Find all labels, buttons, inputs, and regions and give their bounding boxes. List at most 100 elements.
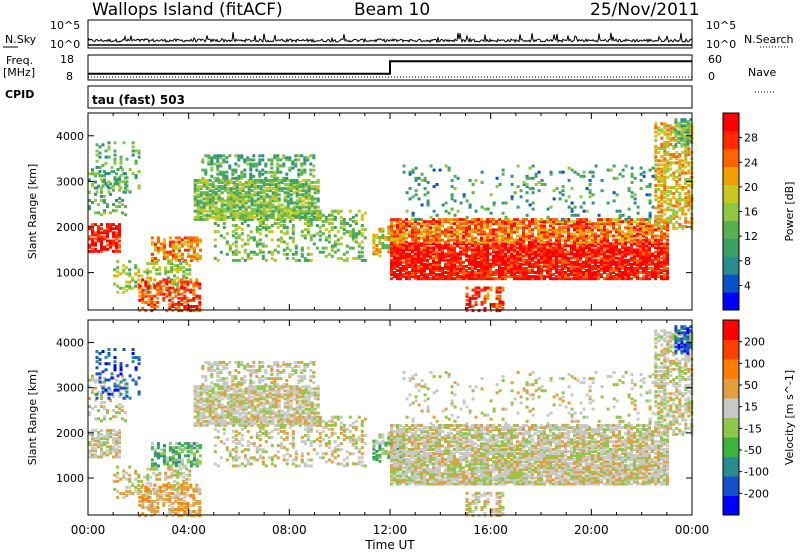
power-cell <box>402 170 406 174</box>
power-cell <box>507 246 510 250</box>
power-cell <box>246 158 250 162</box>
power-cell <box>162 244 166 248</box>
power-cell <box>164 268 168 272</box>
power-cell <box>229 207 233 211</box>
power-cell <box>552 246 555 250</box>
power-cell <box>546 269 549 272</box>
power-cell <box>615 193 619 197</box>
power-cell <box>282 219 286 223</box>
power-cell <box>432 275 435 279</box>
power-cell <box>594 260 597 264</box>
power-cell <box>432 168 436 172</box>
power-cell <box>660 171 664 175</box>
power-cell <box>237 158 241 162</box>
power-cell <box>234 224 238 227</box>
power-cell <box>259 178 263 182</box>
power-cell <box>666 159 670 163</box>
power-cell <box>267 226 271 230</box>
power-cell <box>549 224 552 228</box>
power-cell <box>585 209 589 213</box>
power-cell <box>210 162 214 166</box>
power-cell <box>360 234 364 238</box>
power-cell <box>429 240 432 244</box>
power-cell <box>627 224 630 228</box>
power-cell <box>225 242 229 246</box>
power-cell <box>552 228 555 232</box>
power-cell <box>162 296 166 300</box>
power-cell <box>118 205 121 209</box>
power-cell <box>390 260 393 264</box>
power-cell <box>666 202 670 206</box>
power-cell <box>570 252 573 256</box>
power-cell <box>195 240 199 244</box>
power-cell <box>247 213 251 217</box>
power-cell <box>471 230 474 234</box>
power-cell <box>408 187 412 191</box>
power-cell <box>564 230 567 234</box>
power-cell <box>119 272 123 276</box>
power-cell <box>241 211 245 215</box>
power-cell <box>339 236 343 240</box>
power-cell <box>567 230 570 234</box>
power-cell <box>528 220 531 224</box>
power-cell <box>137 149 141 153</box>
power-cell <box>444 232 447 236</box>
power-cell <box>438 266 441 270</box>
power-cell <box>474 260 477 264</box>
power-cell <box>639 230 642 234</box>
power-cell <box>399 238 402 242</box>
power-cell <box>603 269 606 272</box>
power-cell <box>633 234 636 238</box>
power-cell <box>495 286 499 290</box>
power-cell <box>531 240 534 244</box>
power-cell <box>420 275 423 279</box>
power-cell <box>399 242 402 246</box>
power-cell <box>301 199 305 203</box>
power-cell <box>483 244 486 248</box>
power-cell <box>600 266 603 270</box>
power-cell <box>94 223 97 227</box>
power-cell <box>669 220 673 224</box>
power-cell <box>165 252 169 256</box>
power-cell <box>441 252 444 256</box>
power-cell <box>657 275 660 279</box>
power-cell <box>576 222 579 226</box>
power-cell <box>312 211 316 215</box>
power-cell <box>663 275 666 279</box>
power-cell <box>306 258 310 262</box>
power-cell <box>456 260 459 264</box>
power-cell <box>660 262 663 266</box>
power-cell <box>426 228 429 232</box>
power-cell <box>453 238 456 242</box>
power-cell <box>211 203 215 207</box>
power-cell <box>480 258 483 262</box>
power-cell <box>633 258 636 262</box>
power-cell <box>298 180 302 184</box>
power-cell <box>426 201 430 205</box>
power-cell <box>546 252 549 256</box>
power-cell <box>642 252 645 256</box>
power-cell <box>304 178 308 182</box>
power-cell <box>618 262 621 266</box>
power-cell <box>579 228 582 232</box>
power-cell <box>309 217 313 221</box>
velocity-cell <box>91 449 94 453</box>
power-cell <box>291 166 295 170</box>
power-cell <box>600 246 603 250</box>
power-cell <box>654 124 658 128</box>
power-cell <box>558 275 561 279</box>
power-cell <box>642 222 645 226</box>
power-cell <box>677 132 681 136</box>
power-cell <box>540 252 543 256</box>
power-cell <box>402 220 405 224</box>
power-cell <box>480 218 483 222</box>
date-title: 25/Nov/2011 <box>590 0 700 20</box>
power-cell <box>444 277 447 281</box>
power-cell <box>465 232 468 236</box>
power-cell <box>675 212 679 216</box>
power-cell <box>318 234 322 238</box>
power-cell <box>288 156 292 160</box>
power-cell <box>498 246 501 250</box>
cpid-label: CPID <box>5 88 35 101</box>
power-cell <box>564 258 567 262</box>
